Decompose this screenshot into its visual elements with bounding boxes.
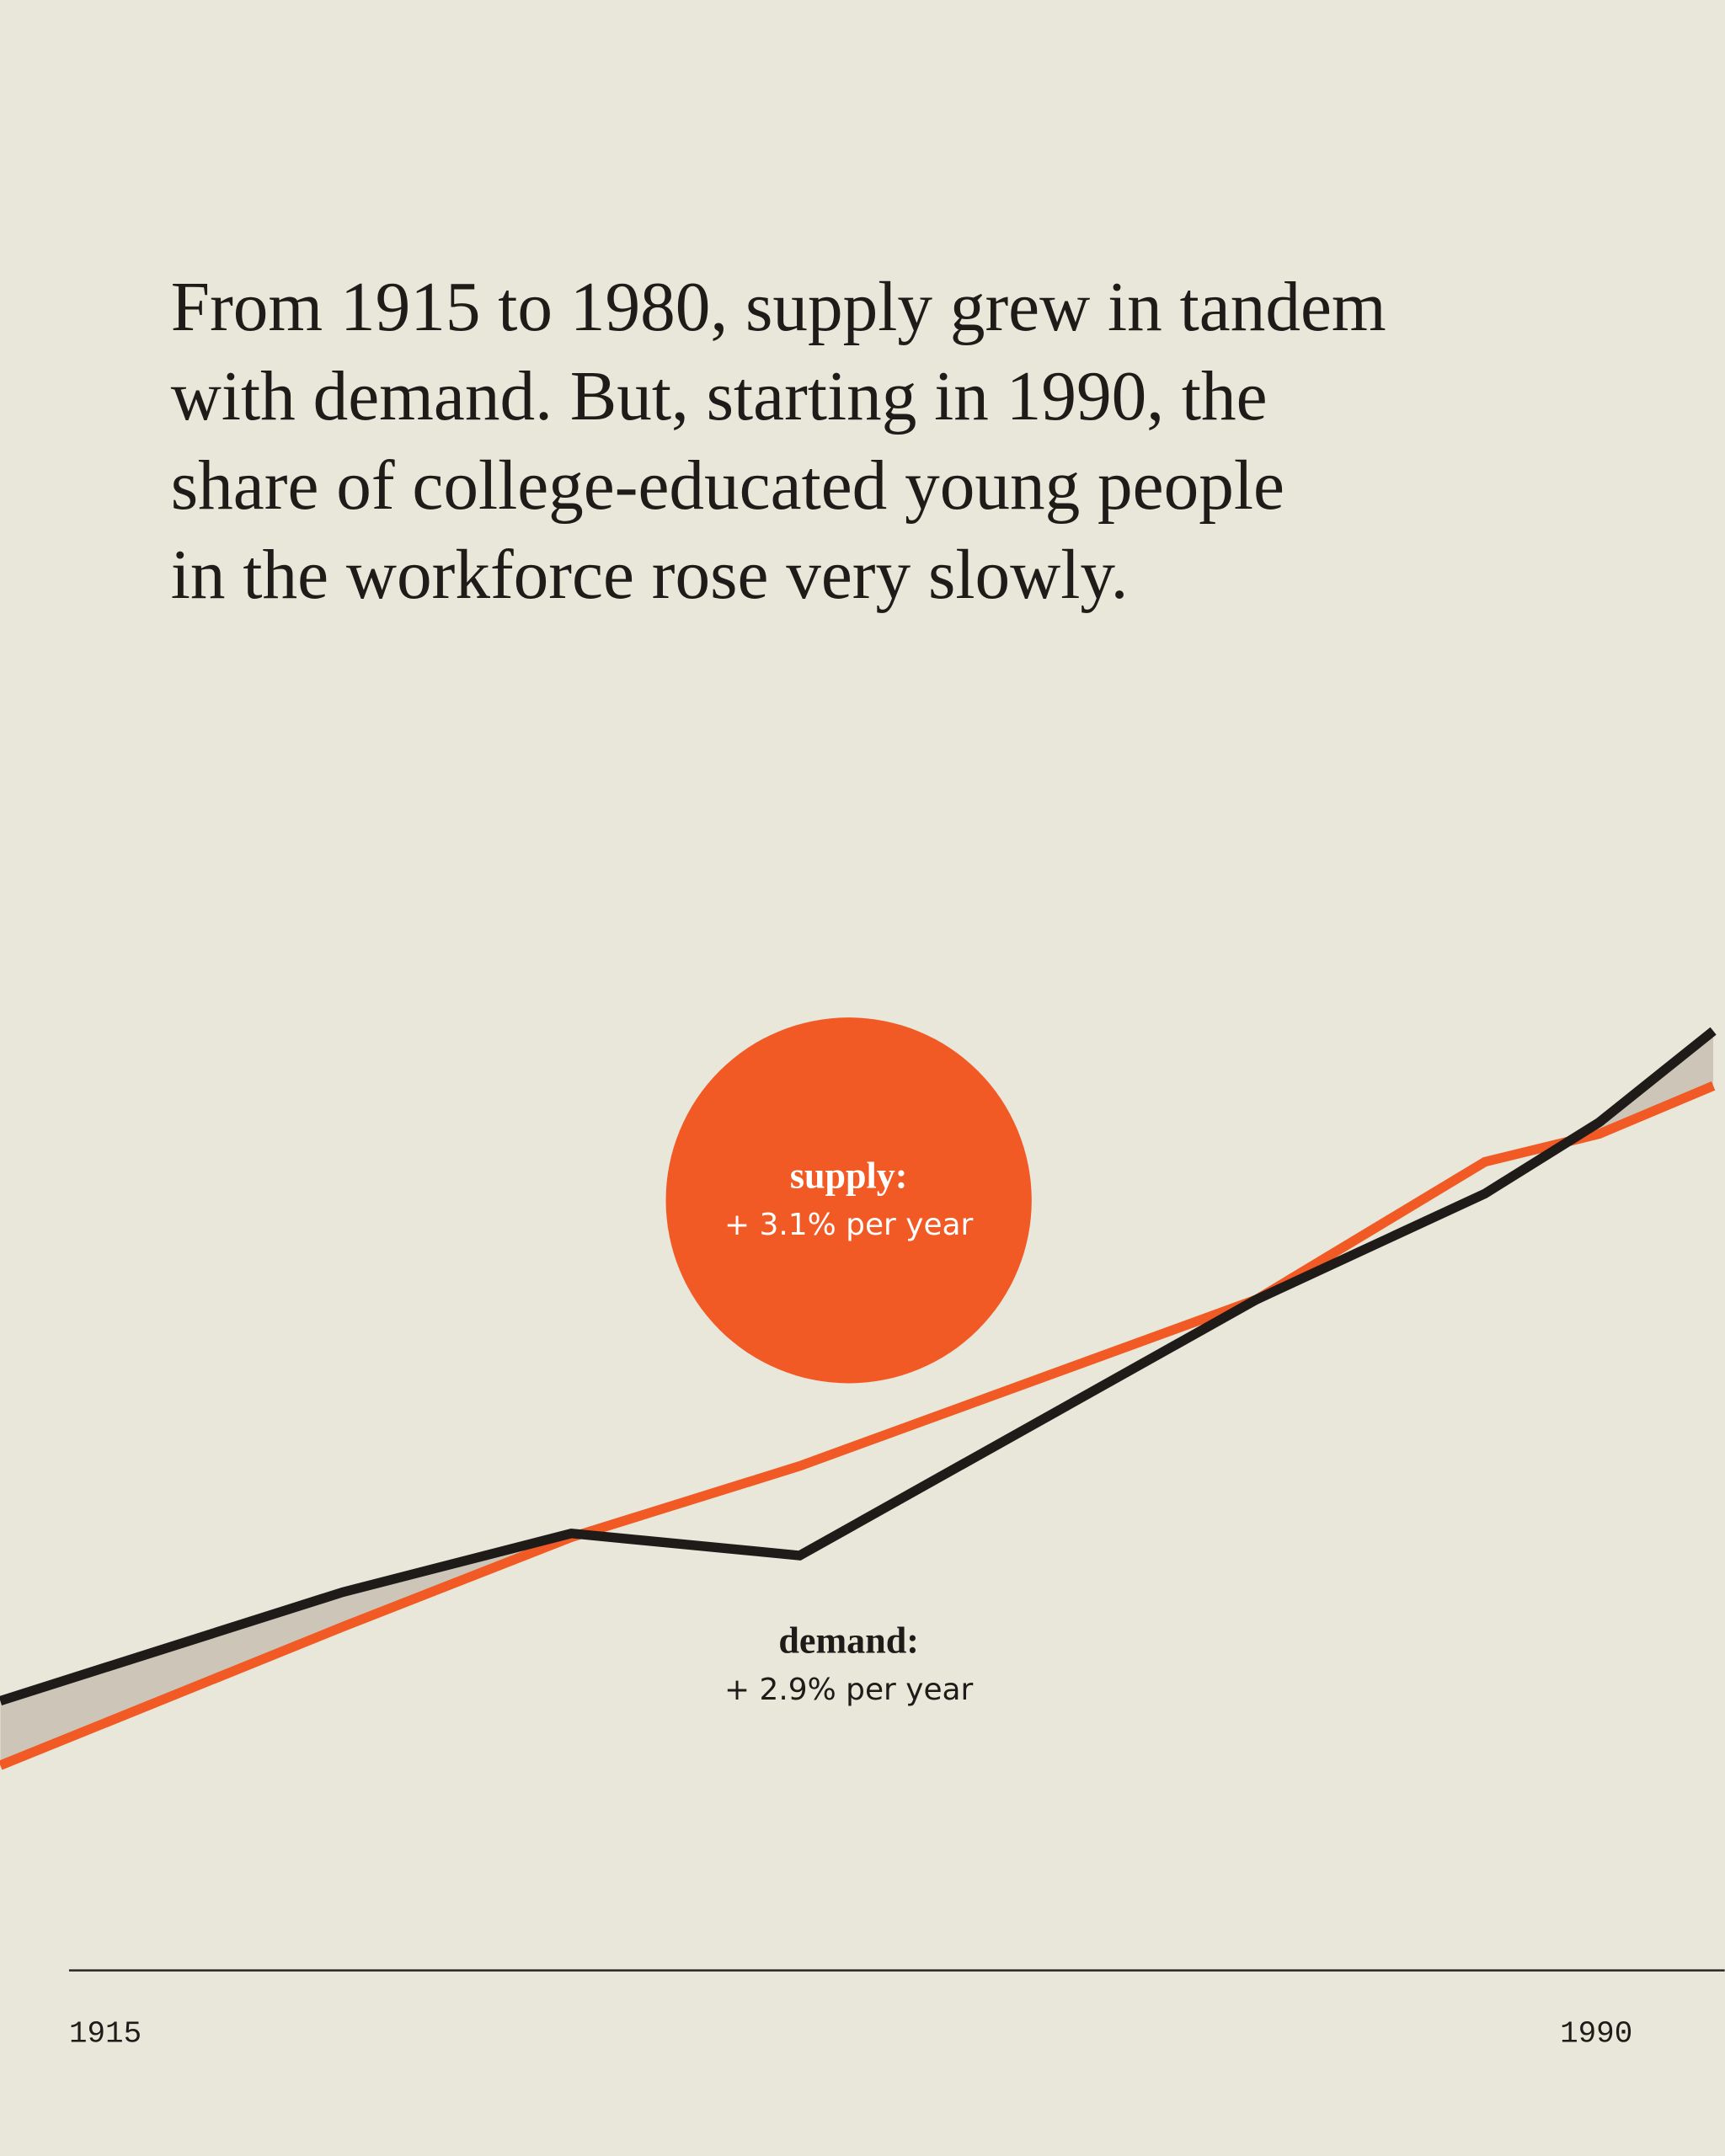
title-line: in the workforce rose very slowly.: [171, 536, 1129, 614]
demand-label: demand:: [778, 1620, 919, 1661]
title-line: with demand. But, starting in 1990, the: [171, 358, 1268, 435]
demand-rate: + 2.9% per year: [724, 1673, 974, 1707]
supply-rate: + 3.1% per year: [724, 1208, 974, 1242]
supply-badge: [665, 1017, 1032, 1384]
title-line: share of college-educated young people: [171, 447, 1284, 525]
supply-label: supply:: [790, 1155, 908, 1197]
x-tick-label: 1915: [69, 2016, 142, 2051]
x-tick-label: 1990: [1560, 2016, 1632, 2051]
title: From 1915 to 1980, supply grew in tandem…: [171, 269, 1386, 614]
title-line: From 1915 to 1980, supply grew in tandem: [171, 269, 1386, 346]
series-line: [0, 1027, 1717, 1706]
